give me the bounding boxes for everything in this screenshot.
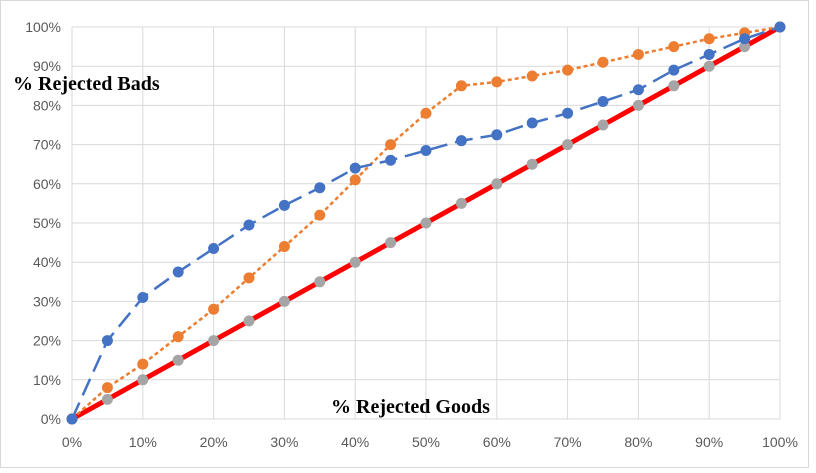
data-point-series-2: [526, 70, 538, 82]
data-point-series-2: [491, 76, 503, 88]
y-tick-label: 80%: [33, 97, 61, 113]
y-tick-label: 50%: [33, 215, 61, 231]
x-tick-label: 40%: [341, 434, 369, 450]
data-point-series-3: [491, 178, 503, 190]
data-point-series-3: [526, 158, 538, 170]
x-tick-labels: 0% 10% 20% 30% 40% 50% 60% 70% 80% 90% 100%: [62, 434, 798, 450]
y-tick-label: 70%: [33, 137, 61, 153]
x-tick-label: 0%: [62, 434, 82, 450]
x-tick-label: 30%: [270, 434, 298, 450]
data-point-series-1: [172, 266, 184, 278]
data-point-series-1: [66, 413, 78, 425]
data-point-series-2: [137, 358, 149, 370]
y-tick-label: 60%: [33, 176, 61, 192]
data-point-series-2: [455, 80, 467, 92]
data-point-series-3: [172, 354, 184, 366]
x-tick-label: 80%: [624, 434, 652, 450]
data-point-series-1: [526, 117, 538, 129]
data-point-series-1: [703, 48, 715, 60]
y-tick-label: 40%: [33, 254, 61, 270]
y-tick-label: 100%: [25, 19, 61, 35]
data-point-series-3: [562, 139, 574, 151]
data-point-series-1: [278, 199, 290, 211]
series-line-1: [70, 25, 781, 420]
data-point-series-2: [172, 331, 184, 343]
x-tick-label: 50%: [412, 434, 440, 450]
data-point-series-1: [632, 84, 644, 96]
data-point-series-2: [349, 174, 361, 186]
data-point-series-3: [455, 197, 467, 209]
data-point-series-3: [101, 393, 113, 405]
y-axis-title: % Rejected Bads: [13, 73, 160, 95]
data-point-series-2: [597, 56, 609, 68]
data-point-series-2: [562, 64, 574, 76]
data-point-series-1: [491, 129, 503, 141]
x-tick-label: 100%: [762, 434, 798, 450]
x-axis-title: % Rejected Goods: [331, 396, 490, 418]
data-point-series-3: [668, 80, 680, 92]
data-point-series-3: [385, 237, 397, 249]
y-tick-label: 30%: [33, 293, 61, 309]
x-tick-label: 70%: [554, 434, 582, 450]
data-point-series-1: [668, 64, 680, 76]
data-point-series-1: [420, 144, 432, 156]
y-tick-label: 20%: [33, 333, 61, 349]
data-point-series-1: [101, 335, 113, 347]
data-point-series-3: [703, 60, 715, 72]
x-tick-label: 90%: [695, 434, 723, 450]
series-line-2: [71, 25, 781, 420]
data-point-series-2: [703, 33, 715, 45]
y-tick-label: 0%: [41, 411, 61, 427]
x-tick-label: 60%: [483, 434, 511, 450]
data-point-series-3: [243, 315, 255, 327]
data-point-series-1: [455, 135, 467, 147]
data-point-series-2: [668, 41, 680, 53]
x-tick-label: 10%: [129, 434, 157, 450]
data-point-series-3: [349, 256, 361, 268]
data-point-series-2: [243, 272, 255, 284]
data-point-series-2: [101, 382, 113, 394]
data-point-series-2: [420, 107, 432, 119]
data-point-series-1: [597, 95, 609, 107]
y-tick-labels: 0% 10% 20% 30% 40% 50% 60% 70% 80% 90% 100%: [25, 19, 61, 427]
data-point-series-1: [385, 154, 397, 166]
x-tick-label: 20%: [200, 434, 228, 450]
series-points: [66, 21, 786, 425]
data-point-series-3: [314, 276, 326, 288]
data-point-series-1: [562, 107, 574, 119]
data-point-series-2: [632, 48, 644, 60]
data-point-series-2: [385, 139, 397, 151]
data-point-series-3: [739, 41, 751, 53]
data-point-series-1: [314, 182, 326, 194]
data-point-series-3: [278, 295, 290, 307]
y-tick-label: 10%: [33, 372, 61, 388]
data-point-series-2: [278, 241, 290, 253]
data-point-series-2: [314, 209, 326, 221]
data-point-series-2: [208, 303, 220, 315]
data-point-series-1: [739, 33, 751, 45]
data-point-series-3: [420, 217, 432, 229]
data-point-series-1: [243, 219, 255, 231]
data-point-series-3: [137, 374, 149, 386]
data-point-series-1: [208, 242, 220, 254]
data-point-series-3: [632, 99, 644, 111]
y-tick-label: 90%: [33, 58, 61, 74]
data-point-series-3: [597, 119, 609, 131]
data-point-series-1: [349, 162, 361, 174]
data-point-series-3: [208, 335, 220, 347]
data-point-series-1: [137, 291, 149, 303]
data-point-series-1: [774, 21, 786, 33]
